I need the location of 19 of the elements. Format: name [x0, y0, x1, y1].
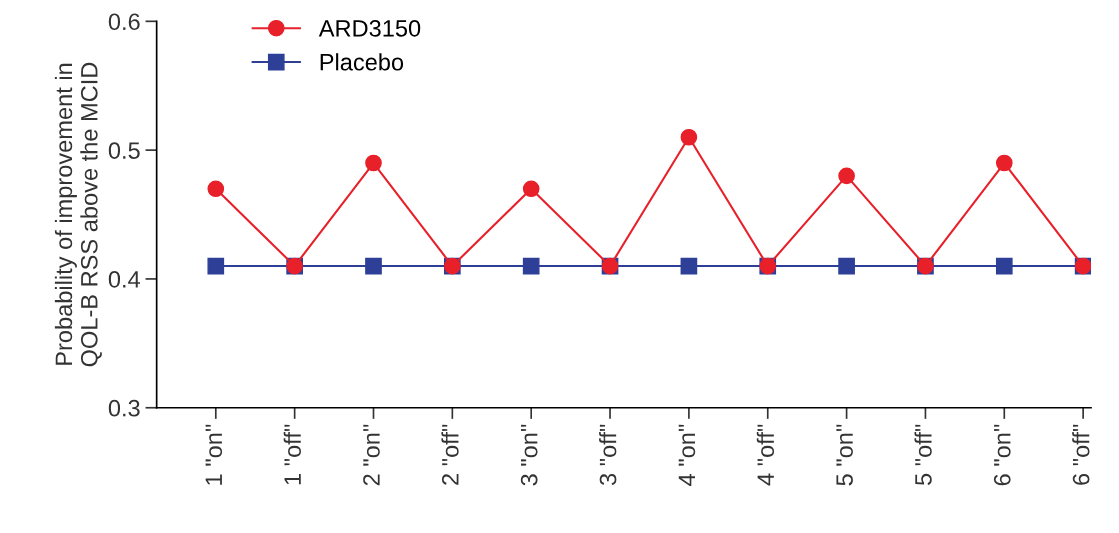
x-tick-label: 3 "on" [520, 424, 538, 486]
legend-label: ARD3150 [318, 20, 421, 37]
x-tick-label: 1 "on" [205, 424, 223, 485]
x-tick-label: 5 "off" [914, 424, 932, 486]
y-axis-title: Probability of improvement in QOL-B RSS above the MCID [54, 62, 102, 367]
y-tick-label: 0.6 [108, 13, 140, 31]
x-tick-label: 4 "on" [678, 424, 696, 486]
y-tick-label: 0.4 [108, 271, 140, 288]
x-tick-label: 4 "off" [756, 424, 775, 486]
legend-label: Placebo [320, 53, 404, 71]
y-tick-label: 0.3 [108, 399, 140, 417]
x-tick-label: 1 "off" [283, 424, 301, 485]
y-tick-label: 0.5 [108, 142, 140, 159]
x-tick-label: 3 "off" [599, 424, 617, 486]
x-tick-label: 6 "off" [1072, 424, 1090, 485]
x-tick-label: 5 "on" [836, 424, 853, 486]
x-tick-label: 6 "on" [993, 424, 1011, 486]
x-tick-label: 2 "on" [363, 424, 380, 486]
x-tick-label: 2 "off" [441, 424, 459, 485]
